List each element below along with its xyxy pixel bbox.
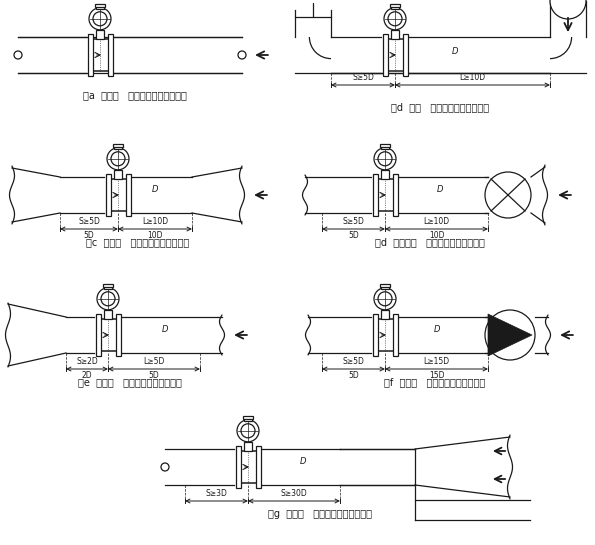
Bar bbox=[244, 442, 252, 451]
Text: 10D: 10D bbox=[147, 232, 163, 240]
Bar bbox=[375, 179, 395, 211]
Circle shape bbox=[97, 288, 119, 310]
Circle shape bbox=[485, 310, 535, 360]
Text: 图g  混合液   前、后直管段长度要求: 图g 混合液 前、后直管段长度要求 bbox=[268, 509, 372, 519]
Bar bbox=[87, 34, 92, 76]
Bar bbox=[113, 144, 123, 147]
Text: D: D bbox=[437, 185, 443, 195]
Bar bbox=[383, 34, 387, 76]
Bar bbox=[238, 451, 258, 483]
Text: L≥5D: L≥5D bbox=[143, 358, 165, 366]
Bar bbox=[390, 4, 400, 7]
Bar bbox=[393, 314, 397, 356]
Text: 5D: 5D bbox=[348, 372, 359, 380]
Text: 10D: 10D bbox=[429, 232, 444, 240]
Circle shape bbox=[374, 148, 396, 170]
Bar bbox=[105, 174, 111, 216]
Bar bbox=[381, 310, 389, 319]
Bar bbox=[114, 145, 122, 149]
Circle shape bbox=[237, 420, 259, 442]
Circle shape bbox=[14, 51, 22, 59]
Bar bbox=[393, 174, 397, 216]
Text: 图a  水平管   前、后直管段长度要求: 图a 水平管 前、后直管段长度要求 bbox=[83, 90, 187, 100]
Circle shape bbox=[93, 12, 107, 26]
Polygon shape bbox=[488, 314, 532, 356]
Circle shape bbox=[241, 424, 255, 438]
Bar bbox=[108, 179, 128, 211]
Bar bbox=[372, 314, 377, 356]
Bar bbox=[381, 170, 389, 179]
Bar bbox=[236, 446, 240, 488]
Text: 5D: 5D bbox=[149, 372, 159, 380]
Bar bbox=[391, 30, 399, 39]
Text: 图d  弯管   前、后直管段长度要求: 图d 弯管 前、后直管段长度要求 bbox=[391, 102, 489, 112]
Text: S≥5D: S≥5D bbox=[343, 217, 364, 227]
Bar bbox=[380, 284, 390, 287]
Text: L≥10D: L≥10D bbox=[142, 217, 168, 227]
Text: S≥5D: S≥5D bbox=[352, 74, 374, 82]
Bar bbox=[243, 416, 253, 419]
Circle shape bbox=[89, 8, 111, 30]
Bar bbox=[90, 39, 110, 71]
Text: D: D bbox=[452, 47, 458, 57]
Text: 15D: 15D bbox=[429, 372, 444, 380]
Text: 2D: 2D bbox=[82, 372, 92, 380]
Text: D: D bbox=[300, 457, 306, 465]
Text: S≥2D: S≥2D bbox=[76, 358, 98, 366]
Text: D: D bbox=[162, 325, 168, 335]
Text: D: D bbox=[434, 325, 440, 335]
Bar bbox=[96, 30, 104, 39]
Bar bbox=[104, 285, 112, 289]
Text: S≥5D: S≥5D bbox=[343, 358, 364, 366]
Text: S≥3D: S≥3D bbox=[205, 489, 227, 499]
Circle shape bbox=[485, 172, 531, 218]
Text: 图e  收缩管   前、后直管段长度要求: 图e 收缩管 前、后直管段长度要求 bbox=[78, 377, 182, 387]
Bar bbox=[381, 285, 389, 289]
Circle shape bbox=[384, 8, 406, 30]
Bar bbox=[255, 446, 261, 488]
Bar bbox=[375, 319, 395, 351]
Bar bbox=[126, 174, 130, 216]
Bar bbox=[244, 417, 252, 421]
Text: S≥30D: S≥30D bbox=[281, 489, 308, 499]
Text: 图f  泵下游   前、后直管段长度要求: 图f 泵下游 前、后直管段长度要求 bbox=[384, 377, 486, 387]
Bar bbox=[372, 174, 377, 216]
Text: L≥10D: L≥10D bbox=[424, 217, 450, 227]
Bar bbox=[104, 310, 112, 319]
Text: 图d  阀门下游   前、后直管段长度要求: 图d 阀门下游 前、后直管段长度要求 bbox=[375, 237, 485, 247]
Text: 5D: 5D bbox=[84, 232, 95, 240]
Text: 图c  扩口管   前、后直管段长度要求: 图c 扩口管 前、后直管段长度要求 bbox=[86, 237, 190, 247]
Text: L≥10D: L≥10D bbox=[459, 74, 486, 82]
Circle shape bbox=[388, 12, 402, 26]
Circle shape bbox=[101, 292, 115, 306]
Bar bbox=[96, 5, 104, 9]
Circle shape bbox=[378, 292, 392, 306]
Bar bbox=[108, 34, 112, 76]
Circle shape bbox=[238, 51, 246, 59]
Circle shape bbox=[378, 152, 392, 166]
Bar bbox=[381, 145, 389, 149]
Bar bbox=[114, 170, 122, 179]
Bar bbox=[402, 34, 408, 76]
Bar bbox=[385, 39, 405, 71]
Circle shape bbox=[374, 288, 396, 310]
Text: L≥15D: L≥15D bbox=[424, 358, 450, 366]
Text: S≥5D: S≥5D bbox=[78, 217, 100, 227]
Circle shape bbox=[107, 148, 129, 170]
Bar bbox=[98, 319, 118, 351]
Bar bbox=[95, 4, 105, 7]
Text: 5D: 5D bbox=[348, 232, 359, 240]
Bar bbox=[391, 5, 399, 9]
Circle shape bbox=[550, 0, 586, 19]
Text: D: D bbox=[152, 185, 158, 195]
Circle shape bbox=[111, 152, 125, 166]
Bar bbox=[96, 314, 101, 356]
Bar bbox=[115, 314, 121, 356]
Circle shape bbox=[161, 463, 169, 471]
Bar bbox=[380, 144, 390, 147]
Bar bbox=[103, 284, 113, 287]
